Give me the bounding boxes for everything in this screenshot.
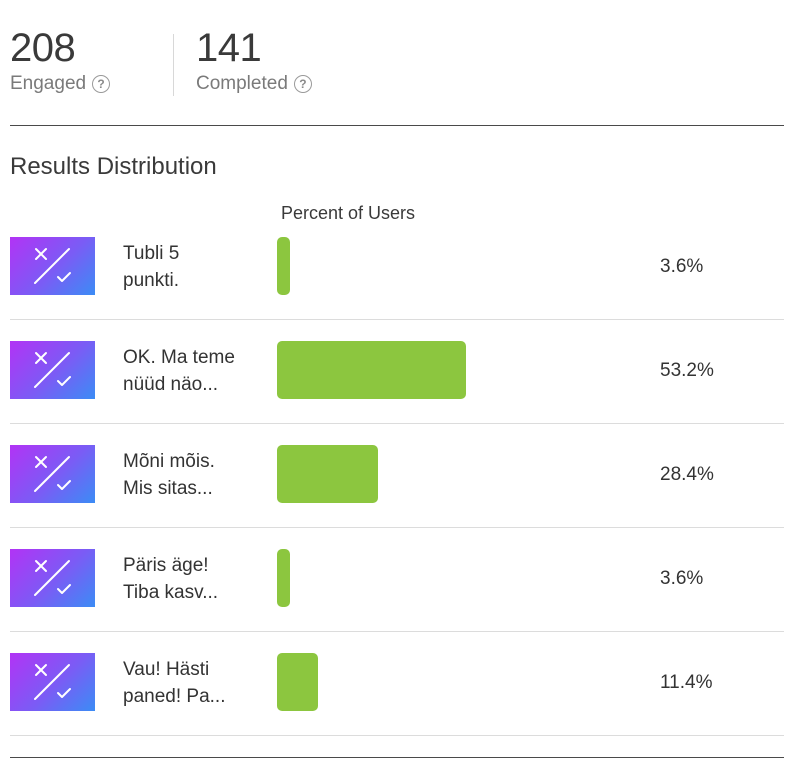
top-divider — [10, 125, 784, 126]
engaged-count: 208 — [10, 26, 76, 70]
result-row[interactable]: Tubli 5 punkti. 3.6% — [10, 216, 784, 320]
percent-bar — [277, 237, 290, 295]
result-label: Tubli 5 punkti. — [123, 243, 180, 291]
quiz-result-thumbnail — [10, 549, 95, 607]
percent-column-header: Percent of Users — [281, 203, 416, 223]
engaged-label: Engaged — [10, 73, 87, 94]
percent-bar — [277, 445, 378, 503]
quiz-result-thumbnail — [10, 237, 95, 295]
wrong-right-icon — [34, 352, 71, 388]
completed-label-row: Completed ? — [196, 72, 312, 96]
completed-help-icon[interactable]: ? — [293, 75, 312, 93]
wrong-right-icon — [34, 560, 71, 596]
stats-header: 208 Engaged ? 141 Completed ? — [10, 26, 790, 96]
result-label: Vau! Hästi paned! Pa... — [123, 659, 226, 707]
percent-bar — [277, 549, 290, 607]
completed-label: Completed — [196, 73, 288, 94]
result-label: Päris äge! Tiba kasv... — [123, 555, 219, 603]
percent-value: 11.4% — [660, 672, 713, 693]
completed-count: 141 — [196, 26, 262, 70]
quiz-result-thumbnail — [10, 653, 95, 711]
percent-bar — [277, 341, 466, 399]
stats-divider — [173, 34, 174, 96]
percent-bar — [277, 653, 318, 711]
quiz-result-thumbnail — [10, 341, 95, 399]
result-row[interactable]: Mõni mõis. Mis sitas... 28.4% — [10, 424, 784, 528]
percent-value: 3.6% — [660, 256, 704, 277]
wrong-right-icon — [34, 456, 71, 492]
wrong-right-icon — [34, 664, 71, 700]
bottom-divider — [10, 757, 784, 758]
quiz-result-thumbnail — [10, 445, 95, 503]
percent-value: 28.4% — [660, 464, 714, 485]
result-row[interactable]: Päris äge! Tiba kasv... 3.6% — [10, 528, 784, 632]
percent-value: 3.6% — [660, 568, 704, 589]
completed-stat: 141 Completed ? — [196, 26, 312, 96]
result-label: OK. Ma teme nüüd näo... — [123, 347, 235, 395]
engaged-label-row: Engaged ? — [10, 72, 111, 96]
results-list: Tubli 5 punkti. 3.6% OK. Ma teme nüüd nä… — [10, 216, 784, 736]
result-row[interactable]: OK. Ma teme nüüd näo... 53.2% — [10, 320, 784, 424]
result-label: Mõni mõis. Mis sitas... — [123, 451, 215, 499]
wrong-right-icon — [34, 248, 71, 284]
engaged-stat: 208 Engaged ? — [10, 26, 111, 96]
percent-value: 53.2% — [660, 360, 714, 381]
engaged-help-icon[interactable]: ? — [92, 75, 111, 93]
section-title: Results Distribution — [10, 153, 217, 180]
result-row[interactable]: Vau! Hästi paned! Pa... 11.4% — [10, 632, 784, 736]
